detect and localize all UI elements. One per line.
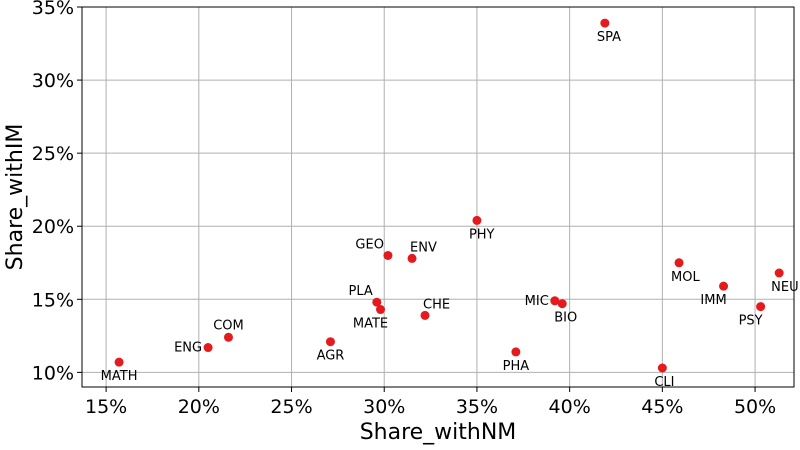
y-tick-label: 30% [32, 70, 74, 92]
y-axis-title: Share_withIM [3, 124, 28, 271]
data-point-agr [325, 337, 335, 347]
x-tick-label: 40% [549, 396, 591, 418]
data-point-math [114, 357, 124, 367]
point-label-agr: AGR [317, 349, 345, 364]
x-tick-label: 35% [456, 396, 498, 418]
x-tick-label: 30% [363, 396, 405, 418]
x-tick-label: 45% [641, 396, 683, 418]
point-label-neu: NEU [771, 280, 798, 295]
point-label-mate: MATE [353, 317, 388, 332]
point-label-pha: PHA [503, 359, 530, 374]
point-label-spa: SPA [597, 30, 621, 45]
point-label-che: CHE [423, 297, 450, 312]
data-point-mate [376, 305, 386, 315]
x-axis-title: Share_withNM [360, 420, 517, 445]
data-point-neu [774, 268, 784, 278]
point-label-com: COM [213, 318, 244, 333]
data-point-geo [383, 250, 393, 260]
data-point-pha [511, 347, 521, 357]
point-label-geo: GEO [355, 237, 384, 252]
data-point-cli [657, 363, 667, 373]
data-point-env [407, 253, 417, 263]
point-label-env: ENV [410, 240, 437, 255]
y-tick-label: 10% [32, 362, 74, 384]
data-points [114, 18, 784, 373]
axis-ticks: 15% 20% 25% 30% 35% 40% 45% 50% 10% 15% 20% 25% 30% 3… [32, 0, 776, 418]
point-labels: MATH ENG COM AGR PLA MATE GEO ENV CHE PHY PHA MIC BI… [101, 30, 799, 390]
y-tick-label: 20% [32, 216, 74, 238]
point-label-bio: BIO [554, 311, 577, 326]
y-tick-label: 35% [32, 0, 74, 19]
point-label-psy: PSY [739, 314, 763, 329]
x-tick-label: 15% [85, 396, 127, 418]
x-tick-label: 25% [270, 396, 312, 418]
point-label-eng: ENG [174, 341, 202, 356]
x-tick-label: 20% [178, 396, 220, 418]
grid [82, 6, 794, 387]
data-point-mol [674, 258, 684, 268]
point-label-math: MATH [101, 369, 138, 384]
plot-frame [81, 6, 795, 388]
data-point-bio [557, 299, 567, 309]
y-tick-label: 15% [32, 289, 74, 311]
data-point-eng [203, 343, 213, 353]
data-point-spa [600, 18, 610, 28]
data-point-phy [472, 215, 482, 225]
point-label-phy: PHY [469, 227, 495, 242]
point-label-pla: PLA [349, 284, 373, 299]
point-label-mol: MOL [671, 270, 700, 285]
point-label-imm: IMM [700, 293, 726, 308]
data-point-psy [756, 302, 766, 312]
x-tick-label: 50% [734, 396, 776, 418]
data-point-imm [719, 281, 729, 291]
point-label-mic: MIC [525, 294, 549, 309]
data-point-mic [550, 296, 560, 306]
data-point-com [223, 332, 233, 342]
data-point-pla [372, 297, 382, 307]
data-point-che [420, 310, 430, 320]
point-label-cli: CLI [654, 375, 674, 390]
y-tick-label: 25% [32, 143, 74, 165]
